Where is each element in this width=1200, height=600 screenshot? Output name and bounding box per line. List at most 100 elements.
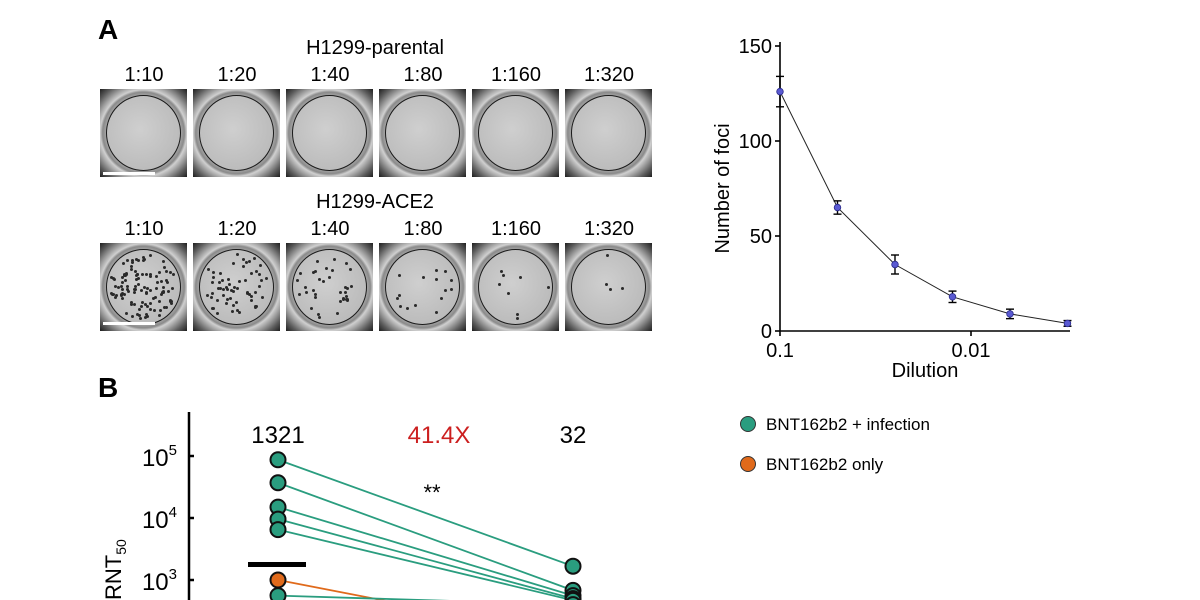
focus-spot	[222, 288, 226, 292]
focus-spot	[130, 258, 134, 262]
focus-spot	[515, 312, 519, 316]
focus-spot	[137, 307, 141, 311]
focus-spot	[120, 276, 124, 280]
focus-spot	[605, 282, 609, 286]
plate-image	[379, 89, 466, 177]
focus-spot	[344, 295, 348, 299]
pair-line	[277, 594, 451, 600]
data-point-left	[269, 571, 287, 589]
focus-spot	[207, 267, 211, 271]
focus-spot	[126, 285, 129, 289]
focus-spot	[443, 269, 447, 273]
focus-spot	[296, 279, 300, 283]
well-circle	[571, 249, 646, 325]
focus-spot	[342, 297, 346, 301]
focus-spot	[149, 254, 153, 258]
focus-spot	[125, 258, 129, 262]
focus-spot	[149, 301, 153, 305]
focus-spot	[238, 310, 242, 314]
focus-spot	[348, 267, 352, 271]
focus-spot	[114, 285, 118, 289]
focus-spot	[336, 311, 340, 315]
focus-spot	[136, 277, 140, 281]
well-circle	[292, 95, 367, 171]
focus-spot	[257, 272, 261, 276]
plate-image	[100, 243, 187, 331]
focus-spot	[258, 285, 262, 289]
focus-spot	[146, 287, 150, 291]
y-axis-label: RNT50	[101, 539, 129, 600]
significance-label: **	[423, 480, 441, 505]
dilution-label: 1:40	[310, 218, 350, 240]
focus-spot	[126, 287, 130, 291]
focus-spot	[121, 291, 125, 295]
data-point-left	[269, 521, 287, 539]
focus-spot	[210, 296, 214, 300]
plate-image	[100, 89, 187, 177]
focus-spot	[110, 275, 114, 279]
focus-spot	[248, 259, 252, 263]
focus-spot	[141, 273, 145, 277]
focus-spot	[235, 253, 239, 257]
focus-spot	[154, 286, 158, 290]
focus-spot	[450, 288, 454, 292]
focus-spot	[245, 261, 249, 265]
focus-spot	[232, 261, 236, 265]
focus-spot	[311, 270, 315, 274]
focus-spot	[261, 295, 265, 299]
focus-spot	[515, 317, 519, 321]
dilution-label: 1:10	[124, 218, 164, 240]
well-circle	[478, 95, 553, 171]
well-circle	[385, 95, 460, 171]
dilution-label: 1:160	[490, 218, 542, 240]
well-circle	[385, 249, 460, 325]
plate-image	[472, 243, 559, 331]
data-point-right	[565, 596, 581, 600]
focus-spot	[406, 306, 410, 310]
focus-spot	[344, 261, 348, 265]
focus-spot	[396, 296, 400, 300]
dilution-label: 1:80	[403, 64, 443, 86]
focus-spot	[325, 266, 329, 270]
focus-spot	[125, 312, 129, 316]
dilution-label: 1:80	[403, 218, 443, 240]
y-tick-label: 104	[142, 504, 177, 534]
focus-spot	[145, 313, 149, 317]
focus-spot	[303, 285, 307, 289]
focus-spot	[149, 289, 153, 293]
focus-spot	[154, 295, 158, 299]
focus-spot	[162, 259, 166, 263]
focus-spot	[130, 300, 134, 304]
focus-spot	[160, 279, 164, 283]
focus-spot	[141, 258, 145, 262]
focus-spot	[305, 290, 309, 294]
plate-image	[286, 243, 373, 331]
legend-marker	[740, 416, 756, 432]
focus-spot	[230, 288, 234, 292]
focus-spot	[157, 313, 161, 317]
focus-spot	[235, 286, 239, 290]
focus-spot	[333, 258, 337, 262]
focus-spot	[609, 287, 613, 291]
focus-spot	[111, 277, 115, 281]
dilution-label: 1:40	[310, 64, 350, 86]
focus-spot	[123, 279, 127, 283]
legend-label: BNT162b2 + infection	[766, 415, 930, 434]
panel-b-label: B	[98, 372, 119, 403]
focus-spot	[155, 281, 159, 285]
focus-spot	[170, 286, 174, 290]
focus-spot	[506, 291, 510, 295]
focus-spot	[152, 309, 156, 313]
focus-spot	[172, 272, 176, 276]
focus-spot	[236, 308, 240, 312]
focus-spot	[350, 285, 354, 288]
focus-spot	[226, 298, 230, 302]
pair-line	[277, 518, 574, 600]
focus-spot	[241, 258, 245, 262]
focus-spot	[142, 255, 146, 259]
focus-spot	[109, 291, 113, 295]
focus-spot	[414, 304, 418, 308]
focus-spot	[164, 269, 168, 273]
focus-spot	[260, 278, 263, 282]
